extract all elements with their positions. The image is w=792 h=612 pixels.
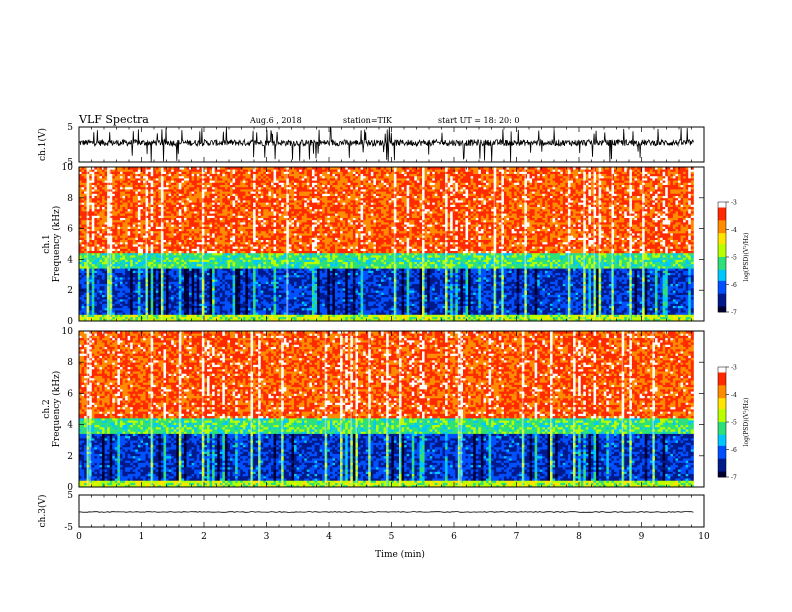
ch1-voltage-panel: 5-5ch.1(V) <box>37 123 704 168</box>
vlf-burst-streak <box>202 167 204 321</box>
vlf-burst-streak <box>107 167 109 321</box>
start-time-label: start UT = 18: 20: 0 <box>438 116 519 125</box>
spectrogram-image <box>79 167 694 321</box>
vlf-burst-streak <box>161 167 163 321</box>
y-tick-label: 5 <box>67 123 73 133</box>
figure-title: VLF Spectra <box>78 113 149 126</box>
date-label: Aug.6 , 2018 <box>249 116 302 125</box>
vlf-burst-streak <box>87 167 89 321</box>
vlf-burst-streak <box>146 167 148 321</box>
station-label: station=TIK <box>343 116 393 125</box>
vlf-burst-streak <box>110 167 112 321</box>
figure-header: VLF Spectra Aug.6 , 2018 station=TIK sta… <box>78 113 519 126</box>
y-axis-label: ch.1(V) <box>37 128 48 161</box>
ch1-voltage-trace <box>79 127 693 162</box>
